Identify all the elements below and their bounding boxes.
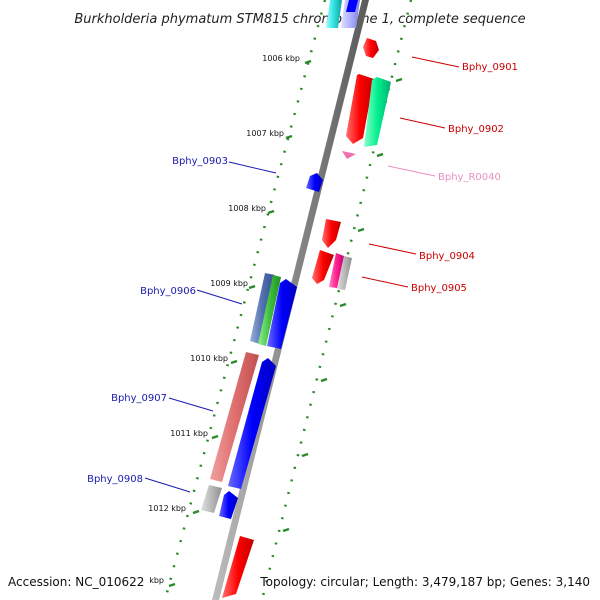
label-bphy-r0040[interactable]: Bphy_R0040 [438, 172, 501, 183]
leader-bphy-0907 [168, 397, 214, 412]
kbp-label-1011: 1011 kbp [170, 429, 208, 438]
tick-1013 [168, 582, 176, 588]
tick-1009 [248, 284, 256, 290]
tick-1008 [267, 209, 275, 215]
gene-bottom-red[interactable] [222, 536, 254, 598]
kbp-label-1008: 1008 kbp [228, 204, 266, 213]
tick-1007 [285, 134, 293, 140]
label-bphy-0905[interactable]: Bphy_0905 [411, 283, 467, 294]
kbp-label-1006: 1006 kbp [262, 54, 300, 63]
gene-bphy-0908a[interactable] [201, 485, 222, 513]
map-title: Burkholderia phymatum STM815 chromosome … [74, 12, 525, 27]
gene-bphy-0901[interactable] [363, 38, 379, 58]
kbp-scale: 1006 kbp 1007 kbp 1008 kbp 1009 kbp 1010… [148, 54, 403, 588]
gene-bphy-0905a[interactable] [329, 253, 344, 288]
gene-top-cyan[interactable] [326, 0, 342, 28]
kbp-label-1012: 1012 kbp [148, 504, 186, 513]
gene-bphy-0907a[interactable] [210, 352, 259, 482]
gene-bphy-0902a[interactable] [346, 74, 374, 144]
tick-right-6 [301, 452, 309, 458]
leader-bphy-0905 [361, 276, 409, 288]
leader-bphy-0906 [196, 289, 243, 305]
label-bphy-0901[interactable]: Bphy_0901 [462, 62, 518, 73]
summary-text: Topology: circular; Length: 3,479,187 bp… [259, 575, 590, 589]
left-gene-labels: Bphy_0903 Bphy_0906 Bphy_0907 Bphy_0908 [87, 156, 277, 493]
leader-bphy-0901 [411, 56, 460, 68]
gene-bphy-0907b[interactable] [228, 358, 276, 489]
label-bphy-0904[interactable]: Bphy_0904 [419, 251, 475, 262]
tick-right-2 [376, 152, 384, 158]
leader-bphy-0908 [144, 477, 191, 493]
tick-1010 [230, 359, 238, 365]
kbp-label-1007: 1007 kbp [246, 129, 284, 138]
gene-bphy-0906c[interactable] [267, 279, 297, 349]
tick-right-7 [282, 527, 290, 533]
label-bphy-0903[interactable]: Bphy_0903 [172, 156, 228, 167]
ruler-track-left [163, 0, 327, 600]
gene-bphy-0903[interactable] [306, 173, 323, 192]
kbp-label-1010: 1010 kbp [190, 354, 228, 363]
gene-bphy-0905b[interactable] [337, 256, 352, 290]
tick-right-5 [320, 377, 328, 383]
gene-bphy-0906a[interactable] [250, 273, 275, 344]
tick-1012 [192, 509, 200, 515]
tick-1006 [304, 59, 312, 65]
accession-text: Accession: NC_010622 [8, 575, 144, 589]
gene-bphy-0908b[interactable] [219, 491, 238, 519]
gene-bphy-0906b[interactable] [258, 275, 281, 346]
label-bphy-0907[interactable]: Bphy_0907 [111, 393, 167, 404]
tick-right-3 [357, 227, 365, 233]
gene-bphy-0904a[interactable] [322, 219, 341, 248]
label-bphy-0906[interactable]: Bphy_0906 [140, 286, 196, 297]
label-bphy-0902[interactable]: Bphy_0902 [448, 124, 504, 135]
leader-bphy-0904 [368, 243, 417, 255]
tick-right-4 [339, 302, 347, 308]
kbp-label-1009: 1009 kbp [210, 279, 248, 288]
tick-right-1 [395, 77, 403, 83]
gene-bphy-r0040[interactable] [342, 151, 356, 159]
label-bphy-0908[interactable]: Bphy_0908 [87, 474, 143, 485]
leader-bphy-0903 [228, 161, 277, 174]
leader-bphy-0902 [399, 117, 446, 129]
right-gene-labels: Bphy_0901 Bphy_0902 Bphy_R0040 Bphy_0904… [361, 56, 518, 294]
gene-bphy-0904b[interactable] [312, 250, 334, 284]
leader-bphy-r0040 [387, 165, 436, 177]
tick-1011 [211, 434, 219, 440]
kbp-label-partial: kbp [149, 576, 164, 585]
gene-top-blue[interactable] [346, 0, 358, 12]
gene-bphy-0902b[interactable] [364, 77, 391, 147]
